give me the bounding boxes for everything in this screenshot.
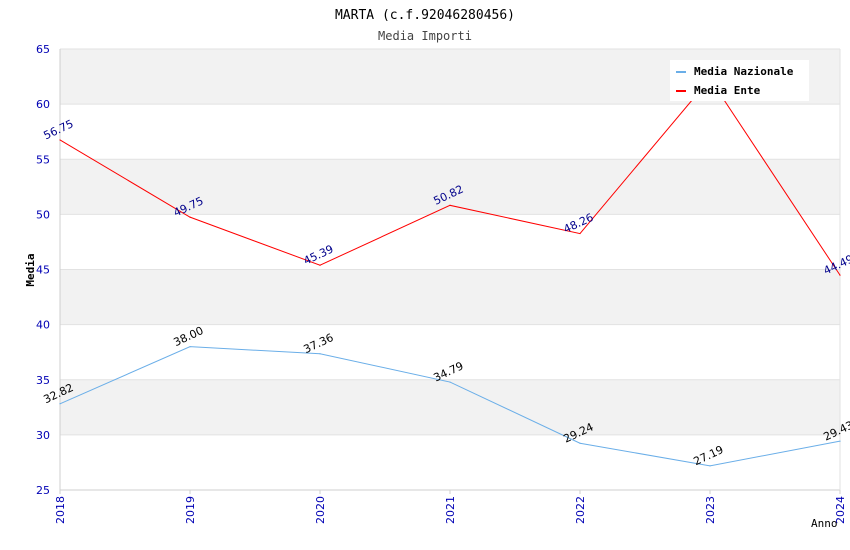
legend-label-media-ente: Media Ente (694, 84, 761, 97)
data-point-media-nazionale (449, 381, 451, 383)
data-point-media-ente (839, 274, 841, 276)
data-label-media-nazionale: 37.36 (301, 331, 335, 356)
chart-subtitle: Media Importi (378, 29, 472, 43)
legend-label-media-nazionale: Media Nazionale (694, 65, 794, 78)
data-point-media-ente (189, 216, 191, 218)
data-point-media-nazionale (319, 353, 321, 355)
data-label-media-nazionale: 27.19 (691, 443, 725, 468)
y-tick-label: 60 (36, 98, 50, 111)
legend-box (670, 60, 809, 101)
y-tick-label: 50 (36, 208, 50, 221)
x-tick-label: 2024 (834, 496, 847, 524)
y-tick-label: 35 (36, 374, 50, 387)
data-point-media-nazionale (579, 442, 581, 444)
x-axis-label: Anno (811, 517, 838, 530)
y-tick-label: 55 (36, 153, 50, 166)
data-label-media-nazionale: 38.00 (171, 324, 205, 349)
data-point-media-nazionale (189, 346, 191, 348)
x-tick-label: 2022 (574, 496, 587, 524)
x-tick-label: 2021 (444, 496, 457, 524)
data-point-media-ente (59, 139, 61, 141)
grid-bands (60, 49, 840, 435)
data-label-media-ente: 56.75 (41, 117, 75, 142)
data-label-media-ente: 45.39 (301, 242, 335, 267)
chart-title: MARTA (c.f.92046280456) (335, 8, 515, 23)
y-tick-label: 30 (36, 429, 50, 442)
x-tick-label: 2019 (184, 496, 197, 524)
data-point-media-ente (579, 232, 581, 235)
x-tick-label: 2023 (704, 496, 717, 524)
grid-band (60, 269, 840, 325)
data-point-media-ente (319, 264, 321, 266)
y-tick-label: 45 (36, 264, 50, 277)
grid-band (60, 379, 840, 435)
y-axis-label: Media (24, 253, 37, 286)
x-tick-label: 2020 (314, 496, 327, 524)
x-tick-label: 2018 (54, 496, 67, 524)
legend: Media Nazionale Media Ente (670, 60, 809, 101)
y-tick-labels: 25 30 35 40 45 50 55 60 65 (36, 43, 50, 497)
y-tick-label: 25 (36, 484, 50, 497)
data-point-media-nazionale (59, 403, 61, 405)
y-tick-label: 65 (36, 43, 50, 56)
data-point-media-nazionale (839, 440, 841, 442)
x-tick-labels: 2018 2019 2020 2021 2022 2023 2024 (54, 496, 847, 524)
data-point-media-nazionale (709, 465, 711, 467)
y-tick-label: 40 (36, 319, 50, 332)
data-point-media-ente (449, 204, 451, 206)
axes (59, 49, 841, 494)
